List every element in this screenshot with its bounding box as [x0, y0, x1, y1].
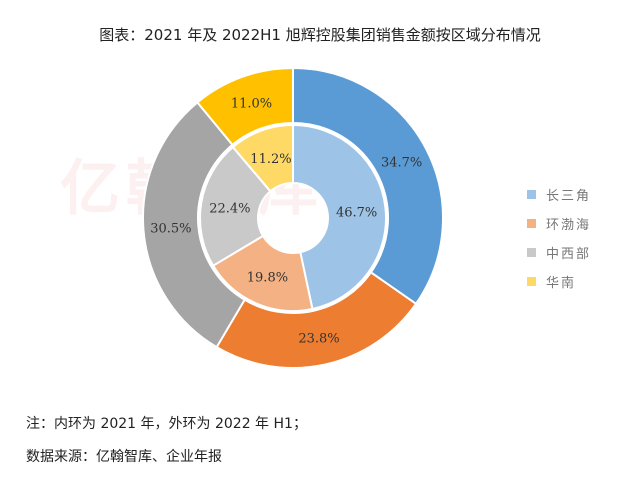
- legend-swatch: [527, 277, 536, 286]
- outer-slice-2: [142, 101, 247, 349]
- outer-data-label-3: 11.0%: [231, 97, 272, 112]
- legend-item: 环渤海: [527, 209, 591, 238]
- legend-swatch: [527, 248, 536, 257]
- legend: 长三角环渤海中西部华南: [527, 180, 591, 296]
- outer-slice-0: [292, 66, 444, 306]
- legend-label: 中西部: [546, 247, 592, 262]
- legend-item: 长三角: [527, 180, 591, 209]
- inner-slice-3: [231, 123, 294, 193]
- inner-data-label-1: 19.8%: [247, 271, 288, 286]
- legend-item: 中西部: [527, 238, 591, 267]
- outer-data-label-2: 30.5%: [150, 222, 191, 237]
- source-note: 数据来源：亿翰智库、企业年报: [26, 449, 222, 465]
- inner-slice-1: [211, 234, 314, 312]
- legend-item: 华南: [527, 267, 591, 296]
- legend-swatch: [527, 190, 536, 199]
- legend-label: 长三角: [546, 189, 592, 204]
- inner-slice-2: [199, 145, 272, 268]
- outer-slice-3: [195, 66, 294, 147]
- inner-data-label-2: 22.4%: [209, 202, 250, 217]
- inner-data-label-0: 46.7%: [336, 205, 377, 220]
- outer-data-label-1: 23.8%: [298, 332, 339, 347]
- legend-label: 环渤海: [546, 218, 592, 233]
- chart-title: 图表：2021 年及 2022H1 旭辉控股集团销售金额按区域分布情况: [99, 26, 541, 44]
- ring-note: 注：内环为 2021 年，外环为 2022 年 H1；: [26, 416, 307, 432]
- inner-slice-0: [292, 123, 387, 311]
- legend-label: 华南: [546, 276, 577, 291]
- legend-swatch: [527, 219, 536, 228]
- outer-data-label-0: 34.7%: [381, 155, 422, 170]
- inner-data-label-3: 11.2%: [250, 152, 291, 167]
